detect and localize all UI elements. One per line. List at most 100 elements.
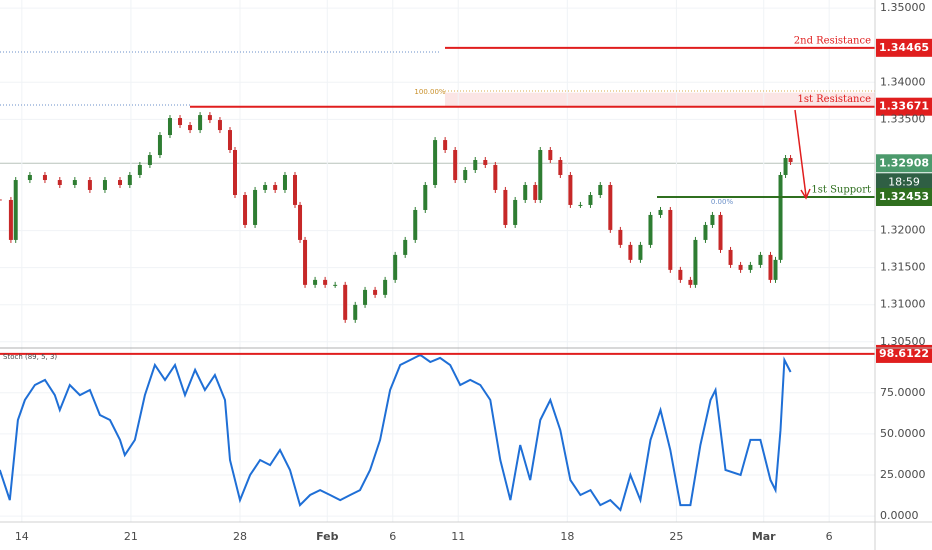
y-tick-label: 50.0000 — [880, 427, 926, 440]
candle-body — [513, 199, 518, 225]
x-tick-label: 11 — [451, 530, 465, 543]
candle-body — [483, 160, 488, 165]
candle-body — [523, 184, 528, 200]
candle-body — [788, 158, 793, 163]
candle-body — [353, 304, 358, 320]
candle-body — [783, 158, 788, 175]
y-tick-label: 25.0000 — [880, 468, 926, 481]
candle-body — [263, 184, 268, 190]
last-value-label: 98.6122 — [879, 347, 929, 360]
x-tick-label: 6 — [389, 530, 396, 543]
candle-body — [178, 118, 183, 126]
candle-body — [453, 149, 458, 181]
candle-body — [233, 149, 238, 196]
candle-body — [678, 269, 683, 280]
y-tick-label: 1.35000 — [880, 1, 926, 14]
candle-body — [768, 254, 773, 280]
stoch-line — [0, 353, 792, 512]
candle-body — [778, 174, 783, 260]
x-tick-label: 21 — [124, 530, 138, 543]
level-value-label-box — [876, 188, 932, 207]
candle-body — [568, 174, 573, 205]
level-value-label: 1.33671 — [879, 100, 929, 113]
arrow-head — [800, 188, 811, 200]
level-label: 1st Resistance — [797, 94, 871, 105]
candle-body — [303, 239, 308, 285]
candle-body — [533, 184, 538, 200]
candle-body — [27, 174, 32, 181]
indicator-title: Stoch (89, 5, 3) — [3, 353, 57, 361]
candle-body — [578, 204, 583, 206]
candle-body — [413, 209, 418, 240]
candle-body — [588, 195, 593, 205]
candle-body — [207, 115, 212, 121]
y-tick-label: 1.30500 — [880, 335, 926, 348]
level-value-label-box — [876, 97, 932, 116]
candle-body — [333, 284, 338, 286]
candle-body — [658, 209, 663, 215]
resistance-zone — [445, 92, 875, 107]
y-tick-label: 1.31500 — [880, 261, 926, 274]
candle-body — [273, 184, 278, 190]
candle-body — [710, 214, 715, 225]
marks: 1.32908 18:59 2nd Resistance 1.34465 1st Res… — [0, 35, 932, 512]
candle-body — [608, 184, 613, 230]
y-tick-label: 75.0000 — [880, 386, 926, 399]
countdown: 18:59 — [888, 175, 920, 188]
candle-body — [463, 170, 468, 181]
candle-body — [313, 279, 318, 285]
x-tick-label: 6 — [826, 530, 833, 543]
candle-body — [758, 254, 763, 265]
candle-body — [217, 120, 222, 131]
candle-body — [393, 254, 398, 280]
candle-body — [8, 199, 13, 240]
y-tick-label: 1.32000 — [880, 224, 926, 237]
candle-body — [167, 118, 172, 136]
candle-body — [738, 264, 743, 270]
candle-body — [503, 189, 508, 225]
candle-body — [127, 174, 132, 185]
x-tick-label: Mar — [752, 530, 776, 543]
candle-body — [403, 239, 408, 255]
level-value-label-box — [876, 38, 932, 57]
candle-body — [718, 214, 723, 250]
candle-body — [343, 284, 348, 320]
candle-body — [628, 244, 633, 260]
candle-body — [13, 180, 18, 240]
candle-body — [773, 259, 778, 280]
y-tick-label: 1.33500 — [880, 112, 926, 125]
candle-body — [198, 115, 203, 131]
x-tick-label: 18 — [560, 530, 574, 543]
candle-body — [323, 279, 328, 285]
candle-body — [87, 180, 92, 190]
level-label: 2nd Resistance — [794, 35, 871, 46]
last-value-label-box — [876, 344, 932, 363]
candle-body — [748, 264, 753, 270]
candle-body — [298, 204, 303, 240]
candle-body — [558, 160, 563, 175]
candle-body — [373, 289, 378, 295]
candle-body — [157, 135, 162, 156]
level-value-label: 1.32453 — [879, 190, 929, 203]
y-tick-label: 1.31000 — [880, 298, 926, 311]
fib-label: 100.00% — [414, 88, 445, 96]
candle-body — [72, 180, 77, 185]
candle-body — [443, 140, 448, 150]
candle-body — [648, 214, 653, 245]
x-tick-label: 14 — [15, 530, 29, 543]
candle-body — [188, 125, 193, 131]
x-tick-label: Feb — [316, 530, 339, 543]
countdown-box — [876, 173, 932, 192]
candle-body — [227, 130, 232, 150]
level-value-label: 1.34465 — [879, 41, 929, 54]
candle-body — [147, 155, 152, 165]
candle-body — [618, 229, 623, 245]
candle-body — [118, 180, 123, 185]
candle-body — [102, 180, 107, 190]
y-tick-label: 0.0000 — [880, 509, 919, 522]
candle-body — [293, 174, 298, 205]
candle-body — [253, 189, 258, 225]
candle-body — [538, 149, 543, 200]
candle-body — [57, 180, 62, 185]
